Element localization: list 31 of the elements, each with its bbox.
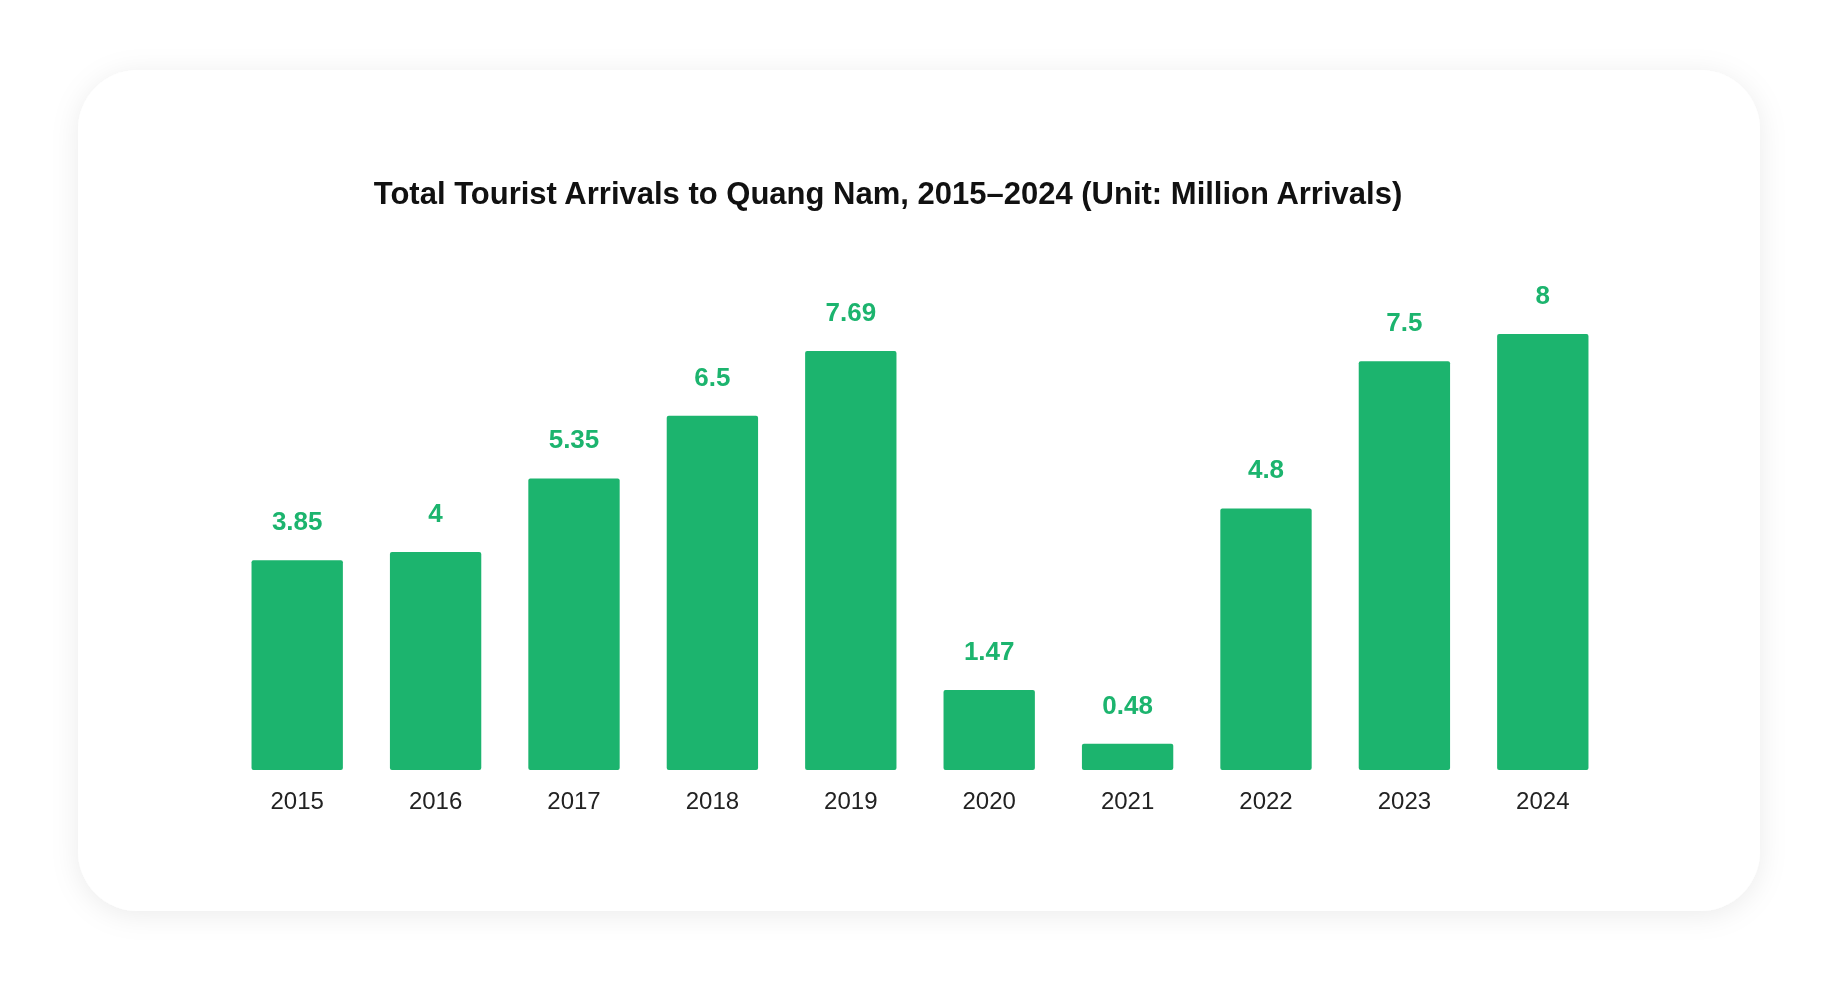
- bar: [389, 552, 482, 770]
- data-label: 7.69: [825, 296, 877, 327]
- bar: [666, 415, 759, 770]
- x-tick-label: 2020: [962, 787, 1016, 814]
- data-label: 0.48: [1102, 689, 1153, 720]
- bar: [528, 478, 620, 770]
- data-label: 6.5: [694, 361, 731, 392]
- bar: [943, 689, 1035, 770]
- data-label: 1.47: [963, 635, 1015, 666]
- x-tick-label: 2018: [685, 787, 740, 814]
- bar: [1220, 508, 1312, 770]
- data-label: 8: [1535, 280, 1551, 310]
- x-tick-label: 2017: [547, 787, 601, 814]
- bar: [1497, 334, 1589, 770]
- data-label: 5.35: [548, 424, 600, 455]
- data-label: 4: [428, 498, 444, 528]
- x-tick-label: 2024: [1516, 787, 1570, 814]
- x-tick-label: 2015: [270, 787, 324, 814]
- x-tick-label: 2022: [1239, 787, 1293, 814]
- bar: [805, 350, 897, 770]
- bar: [1358, 361, 1451, 770]
- data-label: 3.85: [271, 506, 323, 537]
- chart-title: Total Tourist Arrivals to Quang Nam, 2015–2024 (Unit: Million Arrivals): [373, 176, 1403, 211]
- x-tick-label: 2016: [408, 787, 463, 814]
- data-label: 7.5: [1386, 307, 1423, 338]
- x-tick-label: 2019: [824, 787, 878, 814]
- bar: [251, 560, 343, 770]
- data-label: 4.8: [1247, 454, 1285, 485]
- bar: [1081, 743, 1174, 770]
- x-tick-label: 2021: [1100, 787, 1155, 814]
- x-tick-label: 2023: [1377, 787, 1432, 814]
